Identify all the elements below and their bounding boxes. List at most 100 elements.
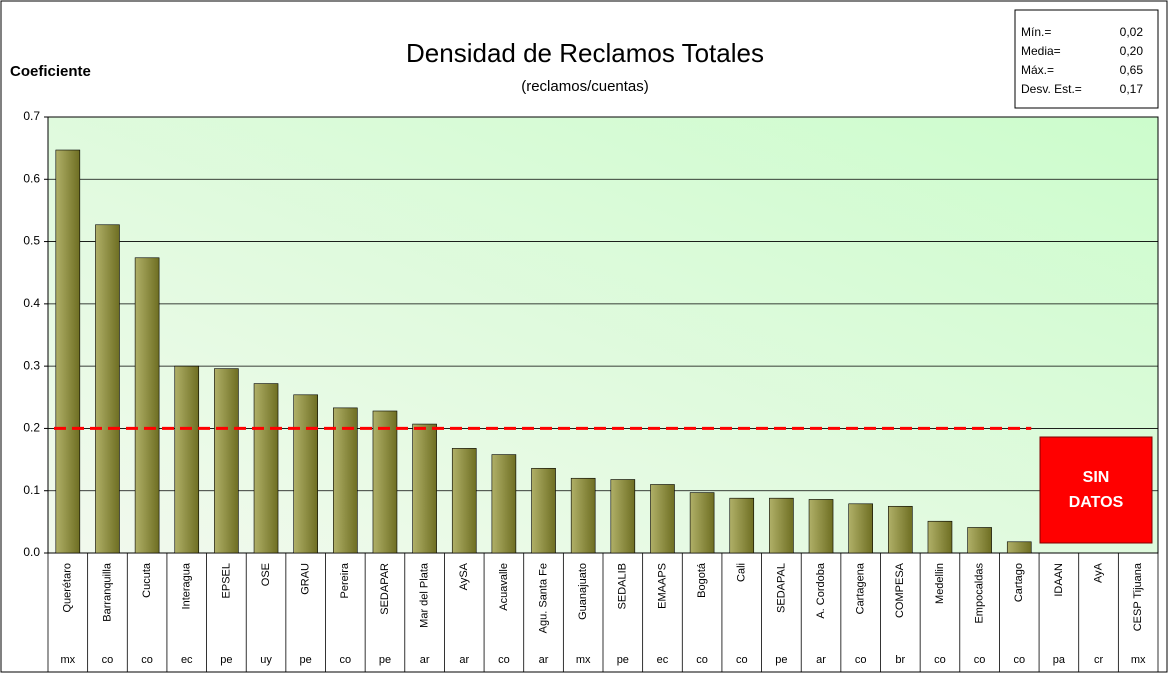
chart-subtitle: (reclamos/cuentas) <box>521 78 649 95</box>
x-tick-label: IDAAN <box>1053 563 1065 597</box>
x-tick-label: Agu. Santa Fe <box>537 563 549 633</box>
bar <box>888 505 913 554</box>
country-label: pa <box>1053 654 1066 666</box>
y-tick-label: 0.3 <box>23 358 40 372</box>
x-tick-label: Medellin <box>934 563 946 604</box>
stat-label: Máx.= <box>1021 63 1054 77</box>
x-tick-label: AyA <box>1092 562 1104 583</box>
x-tick-label: SEDALIB <box>617 563 629 609</box>
bar <box>531 467 556 554</box>
country-label: mx <box>1131 654 1146 666</box>
stat-value: 0,17 <box>1120 82 1144 96</box>
bar <box>253 383 279 554</box>
x-tick-label: Bogotá <box>696 562 708 598</box>
x-tick-label: Cartagena <box>855 562 867 614</box>
stat-value: 0,02 <box>1120 25 1144 39</box>
country-label: co <box>855 654 867 666</box>
x-tick-label: Barranquilla <box>101 562 113 622</box>
country-label: pe <box>775 654 787 666</box>
bar <box>610 479 636 554</box>
bar <box>1006 541 1032 554</box>
x-tick-label: Empocaldas <box>974 563 986 624</box>
y-tick-label: 0.1 <box>23 483 40 497</box>
country-label: co <box>934 654 946 666</box>
bar <box>570 477 596 554</box>
stat-value: 0,20 <box>1120 44 1144 58</box>
bar <box>451 448 477 554</box>
bar <box>95 224 120 554</box>
country-label: ec <box>657 654 669 666</box>
x-tick-label: GRAU <box>300 563 312 595</box>
bar <box>689 492 715 554</box>
y-tick-label: 0.2 <box>23 421 40 435</box>
x-tick-label: Acuavalle <box>498 563 510 611</box>
x-tick-label: Pereira <box>339 562 351 598</box>
country-label: ec <box>181 654 193 666</box>
x-tick-label: Mar del Plata <box>419 562 431 628</box>
x-tick-label: A. Cordoba <box>815 562 827 619</box>
bar <box>293 394 318 554</box>
country-label: ar <box>816 654 826 666</box>
x-tick-label: Cucuta <box>141 562 153 598</box>
bar <box>808 499 834 554</box>
y-tick-label: 0.0 <box>23 545 40 559</box>
x-tick-label: SEDAPAL <box>775 563 787 613</box>
y-tick-label: 0.6 <box>23 171 40 185</box>
x-tick-label: EMAAPS <box>656 563 668 609</box>
country-label: cr <box>1094 654 1104 666</box>
x-tick-label: OSE <box>260 563 272 586</box>
country-label: br <box>895 654 905 666</box>
bar <box>174 365 200 554</box>
chart-title: Densidad de Reclamos Totales <box>406 38 764 68</box>
bar <box>848 503 873 554</box>
x-tick-label: EPSEL <box>220 563 232 598</box>
bar <box>491 454 517 554</box>
country-label: pe <box>379 654 391 666</box>
country-label: co <box>736 654 748 666</box>
country-label: co <box>696 654 708 666</box>
country-label: co <box>102 654 114 666</box>
bar <box>650 484 675 554</box>
x-tick-label: CESP Tijuana <box>1132 562 1144 631</box>
bar <box>372 410 398 554</box>
country-label: uy <box>260 654 272 666</box>
y-axis-title: Coeficiente <box>10 63 91 80</box>
y-tick-label: 0.5 <box>23 234 40 248</box>
x-tick-label: SEDAPAR <box>379 563 391 615</box>
x-tick-label: Cali <box>736 563 748 582</box>
bar <box>769 497 794 554</box>
country-label: pe <box>617 654 629 666</box>
no-data-box <box>1039 436 1153 544</box>
bar <box>55 149 81 554</box>
bar <box>134 257 160 554</box>
stats-box <box>1014 9 1159 109</box>
country-label: ar <box>539 654 549 666</box>
bar <box>967 527 992 554</box>
country-label: co <box>1013 654 1025 666</box>
no-data-text: DATOS <box>1069 494 1124 511</box>
stat-label: Media= <box>1021 44 1061 58</box>
country-label: mx <box>60 654 75 666</box>
x-tick-label: Querétaro <box>62 563 74 613</box>
country-label: pe <box>300 654 312 666</box>
x-tick-label: AySA <box>458 562 470 590</box>
x-tick-label: Cartago <box>1013 563 1025 602</box>
country-label: co <box>141 654 153 666</box>
no-data-text: SIN <box>1083 469 1110 486</box>
y-tick-label: 0.7 <box>23 109 40 123</box>
country-label: co <box>974 654 986 666</box>
stat-label: Mín.= <box>1021 25 1051 39</box>
bar <box>412 423 437 554</box>
country-label: co <box>498 654 510 666</box>
country-label: mx <box>576 654 591 666</box>
bar <box>729 497 755 554</box>
country-label: pe <box>220 654 232 666</box>
bar <box>333 407 358 554</box>
x-tick-label: Interagua <box>181 562 193 609</box>
bar <box>927 520 953 554</box>
bar <box>214 368 239 554</box>
country-label: co <box>340 654 352 666</box>
stat-value: 0,65 <box>1120 63 1144 77</box>
x-tick-label: Guanajuato <box>577 563 589 620</box>
